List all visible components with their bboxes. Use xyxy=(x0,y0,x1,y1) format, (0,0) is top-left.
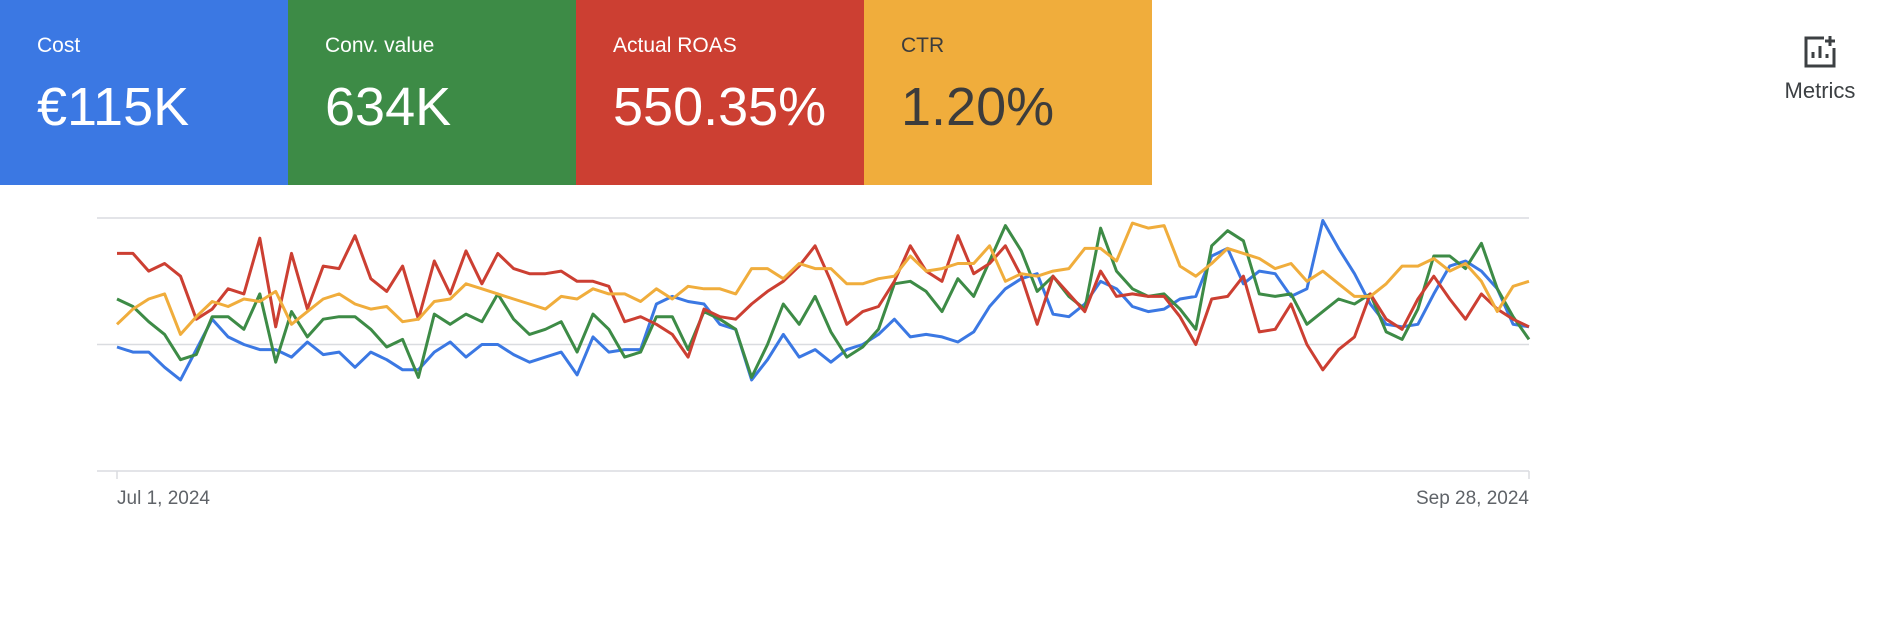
metric-value: €115K xyxy=(37,77,190,137)
metric-card[interactable]: Cost €115K xyxy=(0,0,288,185)
metrics-button[interactable]: Metrics xyxy=(1770,34,1870,104)
metric-value: 550.35% xyxy=(613,77,827,137)
metric-name: Conv. value xyxy=(325,34,435,57)
metric-name: Cost xyxy=(37,34,81,57)
metric-card[interactable]: CTR 1.20% xyxy=(864,0,1152,185)
series-line xyxy=(115,221,1530,336)
metric-cards: Cost €115K Conv. value 634K Actual ROAS 550.3… xyxy=(0,0,1152,185)
series-line xyxy=(116,224,1531,379)
x-tick-label: Sep 28, 2024 xyxy=(1416,488,1529,509)
metric-value: 634K xyxy=(325,77,452,137)
x-tick-label: Jul 1, 2024 xyxy=(117,488,210,509)
metrics-icon xyxy=(1804,36,1836,68)
series-line xyxy=(117,234,1530,372)
metric-card[interactable]: Actual ROAS 550.35% xyxy=(576,0,864,185)
series-line xyxy=(116,219,1530,382)
metric-name: CTR xyxy=(901,34,945,57)
metric-name: Actual ROAS xyxy=(613,34,737,57)
metric-value: 1.20% xyxy=(901,77,1055,137)
metrics-label: Metrics xyxy=(1784,78,1856,103)
metric-card[interactable]: Conv. value 634K xyxy=(288,0,576,185)
